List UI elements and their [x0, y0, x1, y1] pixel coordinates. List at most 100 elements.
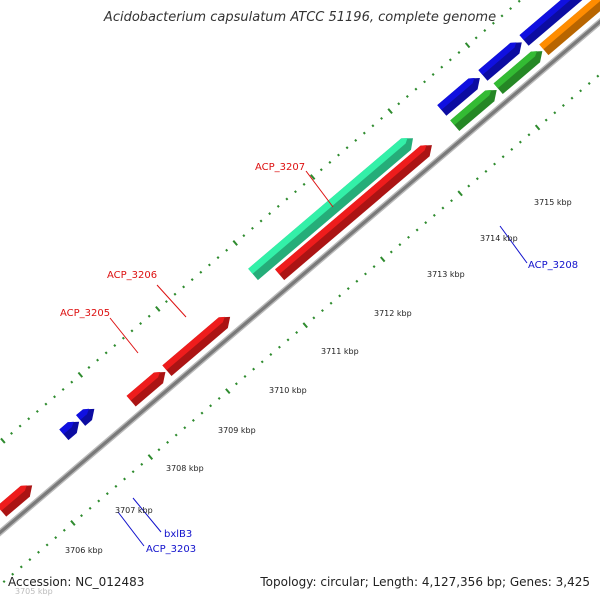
outer-tick	[225, 248, 229, 252]
inner-tick	[561, 103, 565, 107]
gene-green-highlight	[493, 51, 538, 89]
inner-tick	[441, 206, 445, 210]
outer-tick	[216, 256, 220, 260]
gene-label: ACP_3203	[146, 544, 196, 555]
inner-tick	[105, 492, 109, 496]
scale-label: 3713 kbp	[427, 270, 465, 279]
inner-tick	[157, 448, 161, 452]
scale-label: 3710 kbp	[269, 386, 307, 395]
inner-tick	[570, 96, 574, 100]
inner-tick	[11, 572, 15, 576]
inner-tick	[166, 440, 170, 444]
gene-blue-highlight	[76, 408, 90, 420]
outer-tick	[362, 131, 366, 135]
gene-label: ACP_3208	[528, 260, 578, 271]
inner-tick	[200, 411, 204, 415]
scale-label: 3705 kbp	[15, 587, 53, 596]
outer-tick	[500, 14, 504, 18]
backbone-line	[0, 19, 600, 535]
outer-tick	[199, 270, 203, 274]
inner-tick	[407, 235, 410, 239]
inner-tick	[123, 477, 127, 481]
outer-tick	[250, 226, 254, 230]
scale-label: 3714 kbp	[480, 234, 518, 243]
inner-tick	[312, 316, 316, 320]
inner-tick	[97, 499, 101, 503]
outer-tick	[87, 365, 91, 369]
inner-tick	[147, 454, 154, 460]
outer-tick	[190, 278, 194, 282]
outer-tick	[354, 138, 358, 142]
inner-tick	[70, 520, 76, 526]
outer-tick	[509, 7, 513, 11]
gene-blue-highlight	[478, 42, 517, 75]
inner-tick	[62, 528, 66, 532]
inner-tick	[54, 536, 58, 540]
inner-tick	[450, 199, 454, 203]
outer-tick	[457, 51, 461, 55]
gene-label: bxlB3	[164, 529, 192, 540]
outer-tick	[53, 395, 57, 399]
outer-tick	[371, 124, 375, 128]
outer-tick	[387, 108, 393, 115]
accession-text: Accession: NC_012483	[8, 575, 145, 589]
outer-tick	[440, 65, 444, 69]
inner-tick	[544, 118, 548, 122]
gene-teal-highlight	[248, 138, 408, 274]
inner-tick	[510, 147, 514, 151]
outer-tick	[276, 204, 280, 208]
outer-tick	[207, 263, 211, 267]
inner-tick	[217, 396, 221, 400]
scale-label: 3709 kbp	[218, 426, 256, 435]
inner-tick	[191, 418, 195, 422]
outer-tick	[0, 437, 6, 444]
outer-tick	[345, 146, 349, 150]
outer-tick	[113, 344, 117, 347]
outer-tick	[139, 322, 143, 326]
label-leader-lines	[109, 170, 528, 547]
outer-tick	[423, 80, 427, 84]
inner-tick	[174, 433, 178, 437]
inner-tick	[269, 353, 273, 356]
outer-tick	[155, 305, 161, 312]
gene-green-highlight	[450, 89, 492, 126]
scale-label: 3706 kbp	[65, 546, 103, 555]
gene-label: ACP_3207	[255, 162, 305, 173]
inner-tick	[379, 256, 386, 263]
gene-red-highlight	[162, 316, 225, 371]
gene-red	[126, 371, 166, 407]
outer-tick	[173, 292, 177, 296]
outer-tick	[104, 351, 108, 355]
outer-tick	[302, 182, 306, 186]
outer-tick	[147, 314, 151, 318]
gene-features	[0, 0, 600, 517]
outer-tick	[397, 102, 401, 106]
outer-tick	[27, 417, 31, 421]
inner-tick	[320, 309, 324, 313]
inner-tick	[389, 250, 393, 254]
inner-tick	[424, 221, 428, 225]
outer-tick	[380, 116, 383, 120]
outer-tick	[464, 42, 471, 49]
outer-tick	[474, 36, 478, 40]
inner-tick	[534, 124, 541, 131]
leader-line	[117, 511, 145, 547]
outer-tick	[491, 21, 495, 25]
scale-label: 3712 kbp	[374, 309, 412, 318]
inner-tick	[329, 301, 333, 305]
inner-tick	[260, 360, 264, 364]
inner-tick	[28, 558, 32, 562]
inner-tick	[415, 228, 419, 232]
outer-tick	[35, 409, 39, 413]
inner-tick	[225, 388, 231, 395]
gene-blue	[437, 78, 480, 116]
gene-red-highlight	[275, 145, 427, 275]
gene-red	[162, 316, 231, 377]
inner-tick	[484, 169, 488, 173]
leader-line	[156, 284, 187, 318]
scale-labels: 3705 kbp 3706 kbp 3707 kbp 3708 kbp 3709 kbp…	[15, 198, 572, 596]
inner-tick	[277, 345, 281, 349]
outer-tick	[517, 0, 521, 3]
